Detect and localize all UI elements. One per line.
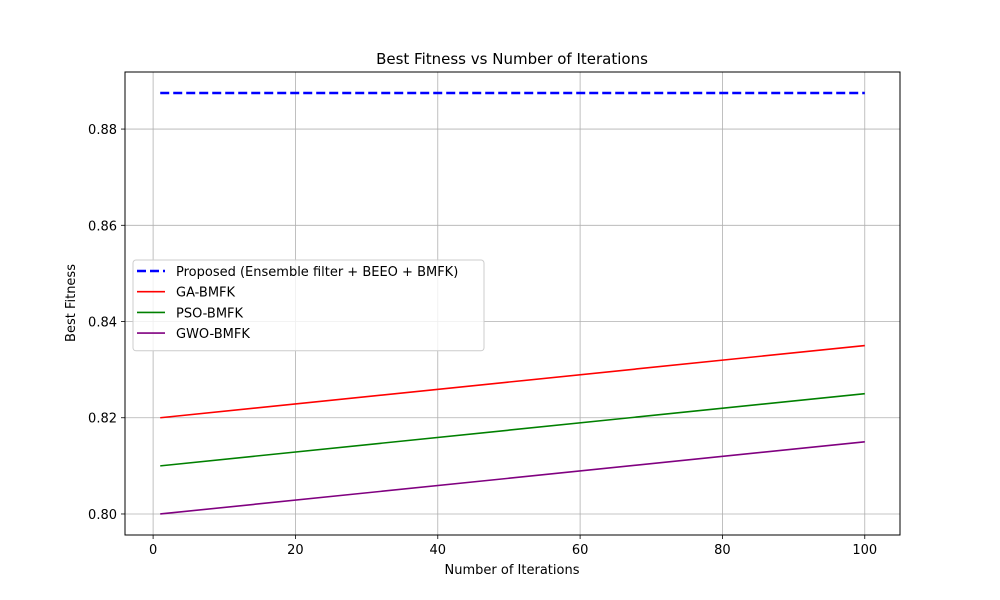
legend-label: PSO-BMFK	[176, 306, 244, 321]
x-tick-label: 60	[572, 543, 589, 558]
legend-box	[132, 259, 485, 352]
legend-label: GA-BMFK	[176, 286, 236, 301]
y-tick-label: 0.88	[88, 123, 117, 138]
x-tick-label: 20	[287, 543, 304, 558]
chart-title: Best Fitness vs Number of Iterations	[376, 50, 648, 68]
x-tick-label: 80	[714, 543, 731, 558]
x-axis-label: Number of Iterations	[445, 563, 580, 578]
legend-label: Proposed (Ensemble filter + BEEO + BMFK)	[176, 265, 458, 280]
x-tick-label: 40	[430, 543, 447, 558]
y-tick-label: 0.84	[88, 316, 117, 331]
x-tick-label: 100	[852, 543, 877, 558]
y-tick-label: 0.82	[88, 412, 117, 427]
y-tick-label: 0.80	[88, 508, 117, 523]
y-tick-label: 0.86	[88, 219, 117, 234]
y-axis-label: Best Fitness	[64, 264, 79, 342]
series-line-pso-bmfk	[160, 392, 865, 467]
plot-frame	[124, 71, 901, 536]
x-tick-label: 0	[149, 543, 157, 558]
series-line-ga-bmfk	[160, 344, 865, 419]
legend-label: GWO-BMFK	[176, 327, 250, 342]
series-line-gwo-bmfk	[160, 441, 865, 515]
